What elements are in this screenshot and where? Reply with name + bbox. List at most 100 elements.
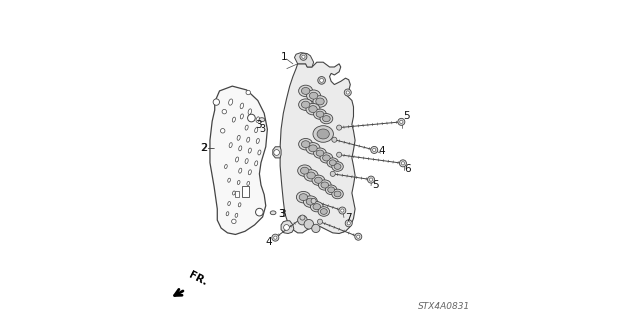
Ellipse shape — [308, 145, 317, 152]
Ellipse shape — [248, 170, 252, 175]
Text: 5: 5 — [403, 111, 410, 122]
Ellipse shape — [225, 165, 227, 168]
Text: 7: 7 — [345, 212, 351, 223]
Ellipse shape — [240, 114, 243, 119]
Circle shape — [339, 207, 346, 214]
Text: 4: 4 — [266, 237, 272, 247]
Ellipse shape — [301, 141, 310, 148]
Ellipse shape — [300, 194, 308, 201]
Ellipse shape — [309, 92, 318, 99]
Ellipse shape — [256, 117, 259, 122]
Circle shape — [399, 160, 406, 167]
Ellipse shape — [334, 164, 341, 169]
Ellipse shape — [330, 160, 336, 166]
Ellipse shape — [332, 189, 343, 199]
Circle shape — [248, 114, 255, 122]
Ellipse shape — [327, 158, 339, 167]
Ellipse shape — [306, 143, 320, 154]
Text: 2: 2 — [200, 143, 207, 153]
Ellipse shape — [245, 125, 248, 130]
Ellipse shape — [301, 87, 310, 94]
Ellipse shape — [316, 111, 324, 117]
Text: 3: 3 — [279, 209, 285, 219]
Ellipse shape — [228, 202, 230, 205]
Ellipse shape — [315, 177, 322, 183]
Ellipse shape — [235, 213, 238, 217]
Ellipse shape — [318, 207, 330, 216]
Ellipse shape — [332, 162, 343, 171]
Ellipse shape — [255, 128, 258, 133]
Ellipse shape — [259, 118, 265, 122]
Circle shape — [302, 55, 305, 58]
Ellipse shape — [321, 209, 327, 214]
Ellipse shape — [308, 106, 317, 113]
Ellipse shape — [323, 115, 330, 122]
Ellipse shape — [320, 153, 333, 163]
Text: 3: 3 — [278, 209, 285, 219]
Ellipse shape — [270, 211, 276, 215]
Circle shape — [332, 137, 337, 142]
Ellipse shape — [314, 109, 326, 119]
Ellipse shape — [317, 129, 330, 139]
Ellipse shape — [226, 212, 229, 216]
Ellipse shape — [248, 109, 252, 115]
Ellipse shape — [256, 138, 259, 144]
Ellipse shape — [244, 192, 246, 196]
Circle shape — [344, 89, 351, 96]
Ellipse shape — [310, 202, 323, 212]
Circle shape — [355, 233, 362, 240]
Ellipse shape — [306, 198, 315, 205]
Ellipse shape — [246, 137, 250, 142]
Circle shape — [255, 208, 263, 216]
Circle shape — [318, 77, 325, 84]
Ellipse shape — [316, 150, 324, 156]
Circle shape — [398, 118, 405, 125]
Ellipse shape — [247, 182, 250, 185]
Ellipse shape — [238, 203, 241, 207]
Circle shape — [401, 162, 404, 165]
Ellipse shape — [229, 143, 232, 148]
Circle shape — [337, 125, 342, 130]
Ellipse shape — [303, 196, 317, 207]
Text: STX4A0831: STX4A0831 — [418, 302, 470, 311]
Text: 2: 2 — [202, 143, 208, 153]
Circle shape — [311, 198, 316, 204]
Circle shape — [330, 171, 335, 176]
Circle shape — [213, 99, 220, 105]
Ellipse shape — [321, 182, 328, 188]
Ellipse shape — [314, 148, 326, 158]
Ellipse shape — [334, 191, 341, 197]
Circle shape — [300, 215, 305, 220]
Ellipse shape — [240, 103, 244, 109]
Circle shape — [320, 78, 323, 82]
Ellipse shape — [313, 126, 333, 142]
Ellipse shape — [228, 99, 233, 105]
Circle shape — [317, 219, 323, 224]
Circle shape — [367, 176, 374, 183]
Text: 3: 3 — [255, 120, 262, 130]
Ellipse shape — [255, 161, 258, 166]
Text: 5: 5 — [372, 180, 379, 190]
Ellipse shape — [258, 150, 261, 155]
Circle shape — [347, 222, 350, 225]
Ellipse shape — [313, 96, 327, 107]
Circle shape — [346, 91, 349, 94]
Ellipse shape — [299, 138, 313, 150]
Ellipse shape — [239, 146, 242, 151]
Circle shape — [300, 53, 307, 60]
Ellipse shape — [248, 148, 252, 153]
Ellipse shape — [245, 159, 248, 164]
Circle shape — [371, 146, 378, 153]
Text: 1: 1 — [281, 52, 287, 63]
Bar — [235, 191, 239, 197]
Ellipse shape — [237, 181, 240, 184]
Circle shape — [274, 150, 280, 155]
Circle shape — [272, 234, 279, 241]
Text: FR.: FR. — [187, 270, 209, 288]
Ellipse shape — [316, 98, 324, 105]
Ellipse shape — [319, 180, 331, 190]
Ellipse shape — [307, 172, 316, 179]
Ellipse shape — [299, 85, 313, 97]
Ellipse shape — [299, 99, 313, 110]
Ellipse shape — [323, 155, 330, 161]
